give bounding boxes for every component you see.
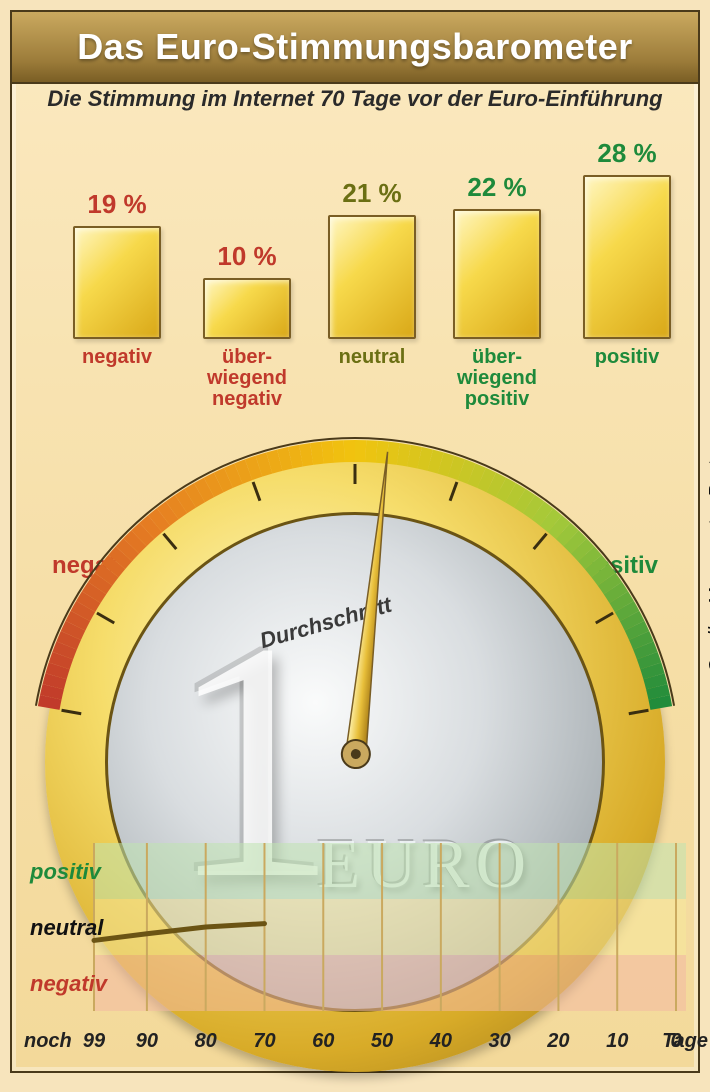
subtitle: Die Stimmung im Internet 70 Tage vor der…	[12, 86, 698, 112]
source-credit: Quelle: Mummert + Partner	[706, 432, 710, 674]
bar-label: über-wiegendpositiv	[442, 347, 552, 410]
bar-col-4: 28 % positiv	[572, 132, 682, 368]
bar-rect	[203, 278, 291, 339]
timeline-x-axis: noch999080706050403020100Tage	[24, 1025, 686, 1053]
infographic-frame: Das Euro-Stimmungsbarometer Die Stimmung…	[10, 10, 700, 1073]
timeline-x-prefix: noch	[24, 1030, 72, 1053]
timeline-tick-50: 50	[371, 1030, 393, 1053]
timeline-band-label-neutral: neutral	[30, 915, 103, 941]
sentiment-bar-chart: 19 %negativ10 %über-wiegendnegativ21 %ne…	[42, 132, 668, 392]
timeline-band-negativ	[94, 955, 686, 1011]
bar-col-2: 21 % neutral	[317, 132, 427, 368]
timeline-tick-40: 40	[430, 1030, 452, 1053]
bar-pct: 21 %	[317, 178, 427, 209]
bar-label: über-wiegendnegativ	[192, 347, 302, 410]
bar-rect	[328, 215, 416, 339]
timeline-x-unit: Tage	[662, 1030, 708, 1053]
timeline-tick-60: 60	[312, 1030, 334, 1053]
bar-col-1: 10 % über-wiegendnegativ	[192, 132, 302, 410]
timeline-tick-30: 30	[489, 1030, 511, 1053]
title-bar: Das Euro-Stimmungsbarometer	[12, 12, 698, 84]
timeline-tick-99: 99	[83, 1030, 105, 1053]
bar-rect	[583, 175, 671, 339]
bar-label: neutral	[317, 347, 427, 368]
gauge-average-label: Durchschnitt	[257, 592, 395, 654]
bar-pct: 22 %	[442, 172, 552, 203]
bar-pct: 19 %	[62, 189, 172, 220]
bar-label: negativ	[62, 347, 172, 368]
timeline-tick-70: 70	[253, 1030, 275, 1053]
timeline-tick-90: 90	[136, 1030, 158, 1053]
bar-pct: 28 %	[572, 138, 682, 169]
bar-rect	[73, 226, 161, 339]
timeline-band-neutral	[94, 899, 686, 955]
bar-pct: 10 %	[192, 241, 302, 272]
timeline-band-positiv	[94, 843, 686, 899]
bar-col-0: 19 % negativ	[62, 132, 172, 368]
bar-label: positiv	[572, 347, 682, 368]
timeline-tick-80: 80	[195, 1030, 217, 1053]
timeline-band-label-negativ: negativ	[30, 971, 107, 997]
timeline-tick-20: 20	[547, 1030, 569, 1053]
bar-rect	[453, 209, 541, 339]
timeline-band-label-positiv: positiv	[30, 859, 101, 885]
bar-col-3: 22 % über-wiegendpositiv	[442, 132, 552, 410]
title: Das Euro-Stimmungsbarometer	[77, 26, 633, 68]
timeline-tick-10: 10	[606, 1030, 628, 1053]
sentiment-timeline: noch999080706050403020100Tage positivneu…	[24, 843, 686, 1053]
